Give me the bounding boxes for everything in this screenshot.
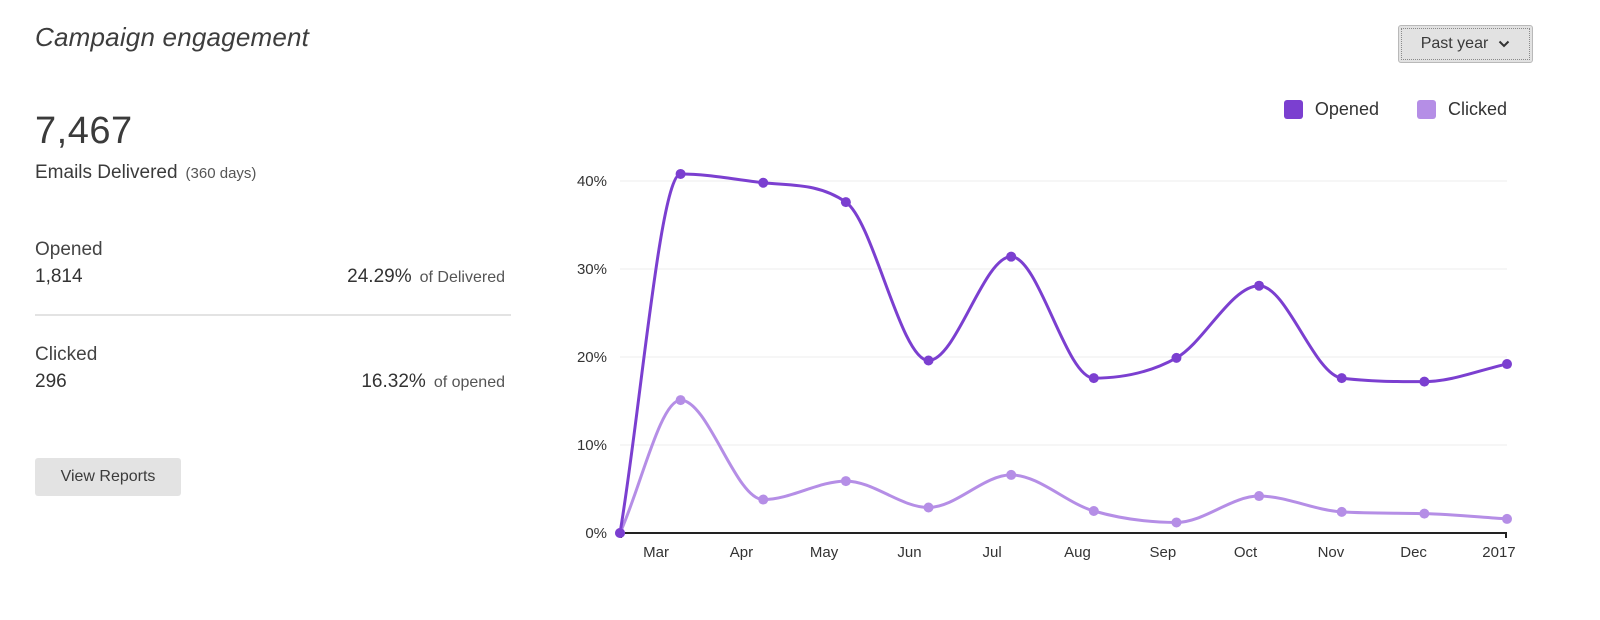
x-tick-label: Mar xyxy=(643,544,669,561)
x-tick-label: Apr xyxy=(730,544,753,561)
x-tick-label: Sep xyxy=(1150,544,1177,561)
delivered-count: 7,467 xyxy=(35,110,133,152)
clicked-label: Clicked xyxy=(35,344,98,365)
data-point-clicked xyxy=(1336,506,1347,517)
legend-label-clicked: Clicked xyxy=(1447,99,1507,119)
legend-label-opened: Opened xyxy=(1314,99,1379,119)
data-point-opened xyxy=(758,177,769,188)
opened-of-label: of Delivered xyxy=(419,269,505,286)
data-point-clicked xyxy=(923,502,934,513)
data-point-opened xyxy=(675,168,686,179)
data-point-clicked xyxy=(675,395,686,406)
x-tick-label: Jul xyxy=(983,544,1002,561)
x-tick-label: Dec xyxy=(1400,544,1427,561)
data-point-opened xyxy=(1171,352,1182,363)
opened-label: Opened xyxy=(35,239,103,260)
data-point-opened xyxy=(615,528,625,538)
x-tick-label: May xyxy=(810,544,839,561)
legend-swatch-opened xyxy=(1283,100,1303,119)
data-point-opened xyxy=(1254,280,1265,291)
clicked-percent: 16.32% xyxy=(361,371,426,392)
series-line-clicked xyxy=(618,398,1508,534)
y-tick-label: 30% xyxy=(577,261,607,278)
opened-metric: Opened 1,814 24.29% of Delivered xyxy=(35,238,515,288)
delivered-days: (360 days) xyxy=(185,165,257,182)
data-point-clicked xyxy=(758,494,769,505)
data-point-clicked xyxy=(1419,508,1430,519)
chevron-down-icon xyxy=(1498,40,1510,48)
data-point-opened xyxy=(923,355,934,366)
delivered-label: Emails Delivered xyxy=(35,162,178,183)
x-tick-label: Jun xyxy=(897,544,921,561)
divider xyxy=(35,314,511,316)
date-range-value: Past year xyxy=(1420,35,1489,52)
view-reports-button[interactable]: View Reports xyxy=(35,458,181,496)
data-point-clicked xyxy=(1006,469,1017,480)
y-tick-label: 40% xyxy=(577,173,607,190)
legend-item-opened[interactable]: Opened xyxy=(1283,99,1379,120)
opened-value: 1,814 xyxy=(35,266,83,287)
clicked-metric: Clicked 296 16.32% of opened xyxy=(35,343,515,393)
data-point-clicked xyxy=(1171,517,1182,528)
data-point-opened xyxy=(1006,251,1017,262)
data-point-clicked xyxy=(840,476,851,487)
chart-legend: Opened Clicked xyxy=(1283,99,1507,120)
opened-percent: 24.29% xyxy=(347,266,412,287)
series-line-opened xyxy=(618,172,1508,534)
stats-panel: 7,467 Emails Delivered (360 days) Opened… xyxy=(35,108,515,392)
x-tick-label: 2017 xyxy=(1482,544,1515,561)
data-point-opened xyxy=(1419,376,1430,387)
clicked-of-label: of opened xyxy=(433,374,505,391)
data-point-opened xyxy=(1088,373,1099,384)
legend-item-clicked[interactable]: Clicked xyxy=(1416,99,1507,120)
data-point-opened xyxy=(840,197,851,208)
x-tick-label: Aug xyxy=(1064,544,1091,561)
delivered-row: Emails Delivered (360 days) xyxy=(35,162,515,184)
y-tick-label: 0% xyxy=(585,525,607,542)
data-point-clicked xyxy=(1254,491,1265,502)
x-tick-label: Nov xyxy=(1318,544,1345,561)
data-point-clicked xyxy=(1088,506,1099,516)
data-point-opened xyxy=(1502,359,1512,370)
y-tick-label: 10% xyxy=(577,437,607,454)
data-point-opened xyxy=(1336,373,1347,384)
x-tick-label: Oct xyxy=(1234,544,1258,561)
legend-swatch-clicked xyxy=(1416,100,1436,119)
y-tick-label: 20% xyxy=(577,349,607,366)
page-title: Campaign engagement xyxy=(35,22,310,52)
clicked-value: 296 xyxy=(35,371,67,392)
date-range-dropdown[interactable]: Past year xyxy=(1398,25,1533,63)
data-point-clicked xyxy=(1502,513,1512,524)
